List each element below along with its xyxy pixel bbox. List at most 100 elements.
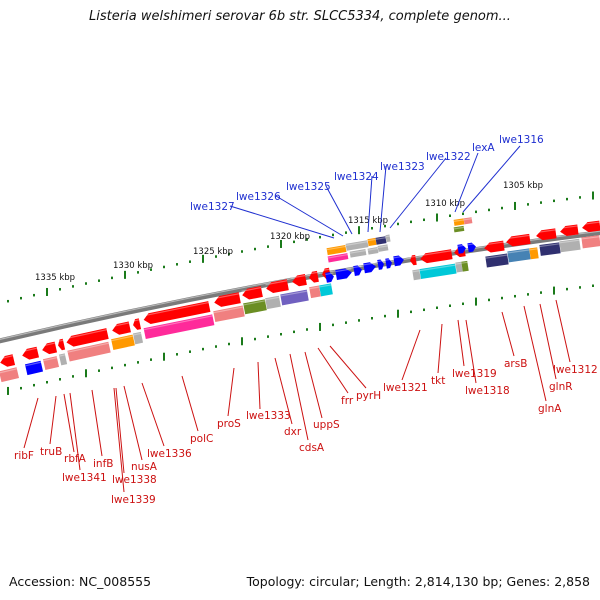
tick-minor xyxy=(202,347,204,351)
tick-minor xyxy=(332,233,334,237)
gene-shine xyxy=(377,245,388,249)
gene-label-lwe1322[interactable]: lwe1322 xyxy=(426,151,471,163)
gene-label-lwe1327[interactable]: lwe1327 xyxy=(190,201,235,213)
tick-minor xyxy=(241,250,243,253)
gene-shape xyxy=(66,328,109,347)
gene-label-lwe1316[interactable]: lwe1316 xyxy=(499,134,544,146)
gene-feature xyxy=(327,253,349,263)
gene-label-cdsA[interactable]: cdsA xyxy=(299,442,325,454)
gene-label-dxr[interactable]: dxr xyxy=(284,426,302,438)
gene-label-frr[interactable]: frr xyxy=(341,395,354,407)
tick-minor xyxy=(423,308,425,312)
gene-shape xyxy=(385,234,391,243)
tick-major xyxy=(85,369,87,378)
gene-shape xyxy=(24,360,44,376)
gene-label-lwe1318[interactable]: lwe1318 xyxy=(465,385,510,397)
gene-feature xyxy=(457,244,466,254)
gene-label-lwe1319[interactable]: lwe1319 xyxy=(452,368,497,380)
gene-label-lwe1312[interactable]: lwe1312 xyxy=(553,364,598,376)
tick-minor xyxy=(488,298,490,302)
tick-minor xyxy=(527,293,529,296)
gene-shape xyxy=(309,285,321,299)
gene-feature xyxy=(326,244,347,256)
tick-minor xyxy=(449,214,451,218)
tick-minor xyxy=(137,361,139,364)
gene-shine xyxy=(67,342,109,353)
gene-label-rbfA[interactable]: rbfA xyxy=(64,453,87,465)
gene-label-pyrH[interactable]: pyrH xyxy=(356,390,381,402)
gene-shape xyxy=(467,242,476,253)
gene-feature xyxy=(319,283,333,297)
gene-shape xyxy=(539,242,561,256)
gene-label-infB[interactable]: infB xyxy=(93,458,113,470)
gene-shape xyxy=(536,228,557,241)
tick-minor xyxy=(566,197,568,201)
gene-label-lwe1321[interactable]: lwe1321 xyxy=(383,382,428,394)
gene-shape xyxy=(345,240,369,251)
gene-label-proS[interactable]: proS xyxy=(217,418,241,430)
leader-line-lower xyxy=(401,329,421,381)
tick-minor xyxy=(540,201,542,204)
leader-line-lower xyxy=(227,367,235,417)
gene-label-truB[interactable]: truB xyxy=(40,446,62,458)
gene-feature xyxy=(529,247,539,260)
gene-shine xyxy=(453,226,464,230)
gene-shape xyxy=(22,346,40,360)
gene-feature xyxy=(507,248,531,263)
tick-minor xyxy=(254,337,256,341)
gene-label-lwe1341[interactable]: lwe1341 xyxy=(62,472,107,484)
tick-major xyxy=(241,337,243,346)
gene-shape xyxy=(309,270,319,283)
tick-minor xyxy=(46,380,48,384)
gene-label-tkt[interactable]: tkt xyxy=(431,375,445,387)
gene-shine xyxy=(132,319,140,322)
tick-minor xyxy=(72,375,74,378)
upper-gene-labels: lwe1327 lwe1326 lwe1325 lwe1324 lwe1323 … xyxy=(190,134,544,213)
tick-minor xyxy=(371,316,373,320)
scale-label: 1325 kbp xyxy=(193,247,233,257)
leader-line-lower xyxy=(457,319,465,367)
gene-label-nusA[interactable]: nusA xyxy=(131,461,158,473)
gene-label-lwe1326[interactable]: lwe1326 xyxy=(236,191,281,203)
gene-feature xyxy=(385,234,391,243)
gene-feature xyxy=(467,242,476,253)
gene-shape xyxy=(485,253,509,268)
gene-feature xyxy=(42,356,60,370)
gene-label-lwe1323[interactable]: lwe1323 xyxy=(380,161,425,173)
gene-label-lwe1324[interactable]: lwe1324 xyxy=(334,171,379,183)
tick-minor xyxy=(579,196,581,199)
gene-shine xyxy=(327,254,348,259)
gene-feature xyxy=(213,292,241,307)
tick-minor xyxy=(189,260,191,263)
gene-feature xyxy=(111,334,135,350)
tick-minor xyxy=(267,245,269,248)
gene-label-glnR[interactable]: glnR xyxy=(549,381,573,393)
gene-label-polC[interactable]: polC xyxy=(190,433,213,445)
gene-shape xyxy=(377,244,389,252)
leader-line-upper xyxy=(229,205,335,239)
gene-label-uppS[interactable]: uppS xyxy=(313,419,340,431)
tick-minor xyxy=(449,304,451,308)
gene-label-glnA[interactable]: glnA xyxy=(538,403,562,415)
gene-label-lwe1336[interactable]: lwe1336 xyxy=(147,448,192,460)
leader-line-lower xyxy=(523,305,547,402)
gene-shine xyxy=(59,354,66,357)
tick-minor xyxy=(20,296,22,300)
tick-minor xyxy=(345,231,347,234)
gene-label-lexA[interactable]: lexA xyxy=(472,142,495,154)
gene-label-ribF[interactable]: ribF xyxy=(14,450,34,462)
gene-shine xyxy=(213,306,244,314)
tick-minor xyxy=(293,240,295,244)
gene-label-lwe1338[interactable]: lwe1338 xyxy=(112,474,157,486)
gene-shape xyxy=(559,238,581,253)
gene-label-lwe1333[interactable]: lwe1333 xyxy=(246,410,291,422)
leader-line-upper xyxy=(325,185,353,235)
tick-minor xyxy=(7,299,9,303)
gene-label-lwe1325[interactable]: lwe1325 xyxy=(286,181,331,193)
gene-label-lwe1339[interactable]: lwe1339 xyxy=(111,494,156,506)
gene-shape xyxy=(132,331,144,345)
gene-label-arsB[interactable]: arsB xyxy=(504,358,527,370)
gene-shine xyxy=(375,237,386,240)
gene-shape xyxy=(529,247,539,260)
tick-minor xyxy=(540,291,542,294)
